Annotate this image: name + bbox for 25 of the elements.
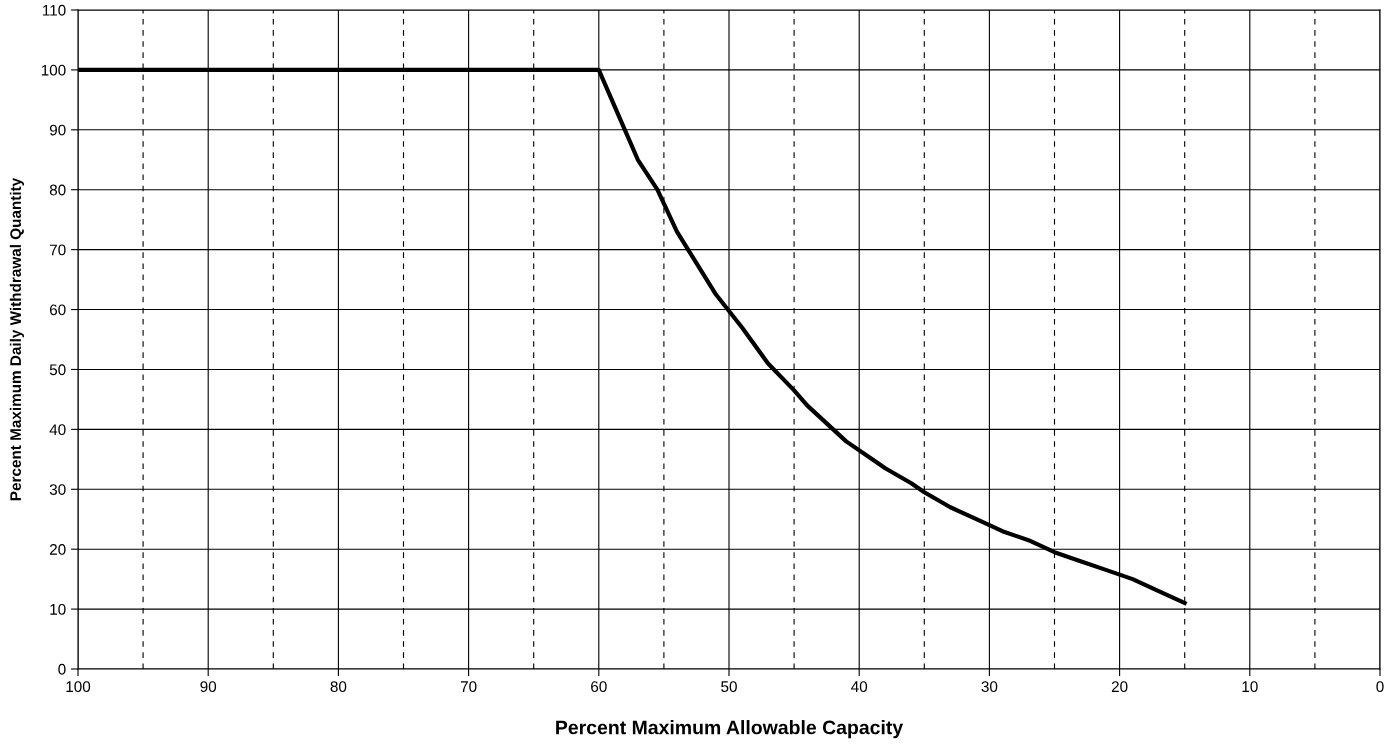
y-tick-label: 100 [41, 64, 66, 76]
y-axis-title: Percent Maximum Daily Withdrawal Quantity [9, 177, 25, 501]
x-tick-label: 100 [66, 681, 91, 693]
x-tick-label: 50 [721, 681, 737, 693]
x-tick-label: 20 [1111, 681, 1128, 693]
x-tick-label: 0 [1376, 681, 1384, 693]
x-tick-label: 40 [851, 681, 868, 693]
y-tick-label: 30 [49, 484, 66, 495]
x-tick-label: 30 [981, 681, 998, 693]
x-tick-label: 70 [460, 681, 477, 693]
x-tick-label: 10 [1242, 681, 1258, 693]
x-axis-title: Percent Maximum Allowable Capacity [556, 720, 904, 739]
y-tick-label: 0 [58, 663, 66, 675]
y-tick-label: 70 [49, 244, 66, 256]
y-tick-label: 20 [49, 544, 66, 555]
x-tick-label: 90 [200, 681, 217, 693]
y-tick-label: 50 [49, 364, 66, 376]
x-tick-label: 60 [591, 681, 607, 693]
x-tick-label: 80 [330, 681, 347, 693]
y-tick-label: 10 [50, 603, 66, 615]
y-tick-label: 60 [49, 304, 66, 316]
y-tick-label: 90 [49, 124, 66, 136]
y-tick-label: 80 [49, 184, 66, 196]
y-tick-label: 110 [43, 4, 66, 16]
y-tick-label: 40 [49, 424, 66, 436]
